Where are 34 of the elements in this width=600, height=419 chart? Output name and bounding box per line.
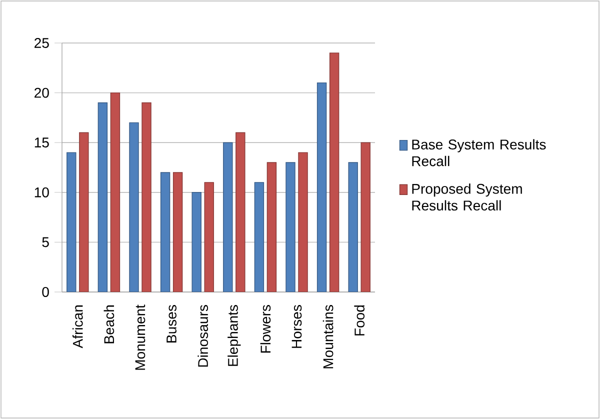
x-tick-label: Beach — [104, 305, 114, 344]
x-tick-label: Monument — [135, 304, 146, 370]
bar — [286, 162, 296, 292]
y-tick-label: 15 — [34, 138, 49, 148]
x-tick-label: Buses — [166, 305, 176, 342]
bar — [66, 152, 76, 292]
x-tick-label: Dinosaurs — [198, 305, 208, 367]
bar — [223, 142, 233, 292]
y-tick-label: 5 — [42, 237, 49, 248]
legend-label: Base System Results Recall — [412, 139, 546, 166]
x-tick-label: Mountains — [322, 305, 334, 368]
y-tick-label: 0 — [42, 287, 49, 297]
bar — [204, 182, 214, 292]
x-tick-label: Flowers — [260, 305, 271, 353]
bar — [129, 122, 139, 292]
bar — [192, 192, 202, 292]
bar — [266, 162, 277, 292]
legend-label: Proposed System Results Recall — [412, 183, 522, 211]
bar — [348, 162, 358, 292]
x-tick-label: Food — [354, 305, 365, 336]
bar — [110, 92, 120, 292]
bar — [360, 142, 370, 292]
bar — [98, 102, 108, 292]
bar — [172, 172, 183, 292]
x-tick-label: Horses — [292, 305, 302, 348]
x-tick-label: African — [72, 305, 83, 348]
bar — [329, 52, 340, 292]
bar — [316, 82, 327, 292]
bar — [160, 172, 170, 292]
y-tick-label: 10 — [34, 187, 49, 198]
y-tick-label: 25 — [34, 38, 49, 48]
bar — [254, 182, 264, 292]
y-tick-label: 20 — [34, 88, 49, 98]
x-tick-label: Elephants — [228, 305, 241, 366]
